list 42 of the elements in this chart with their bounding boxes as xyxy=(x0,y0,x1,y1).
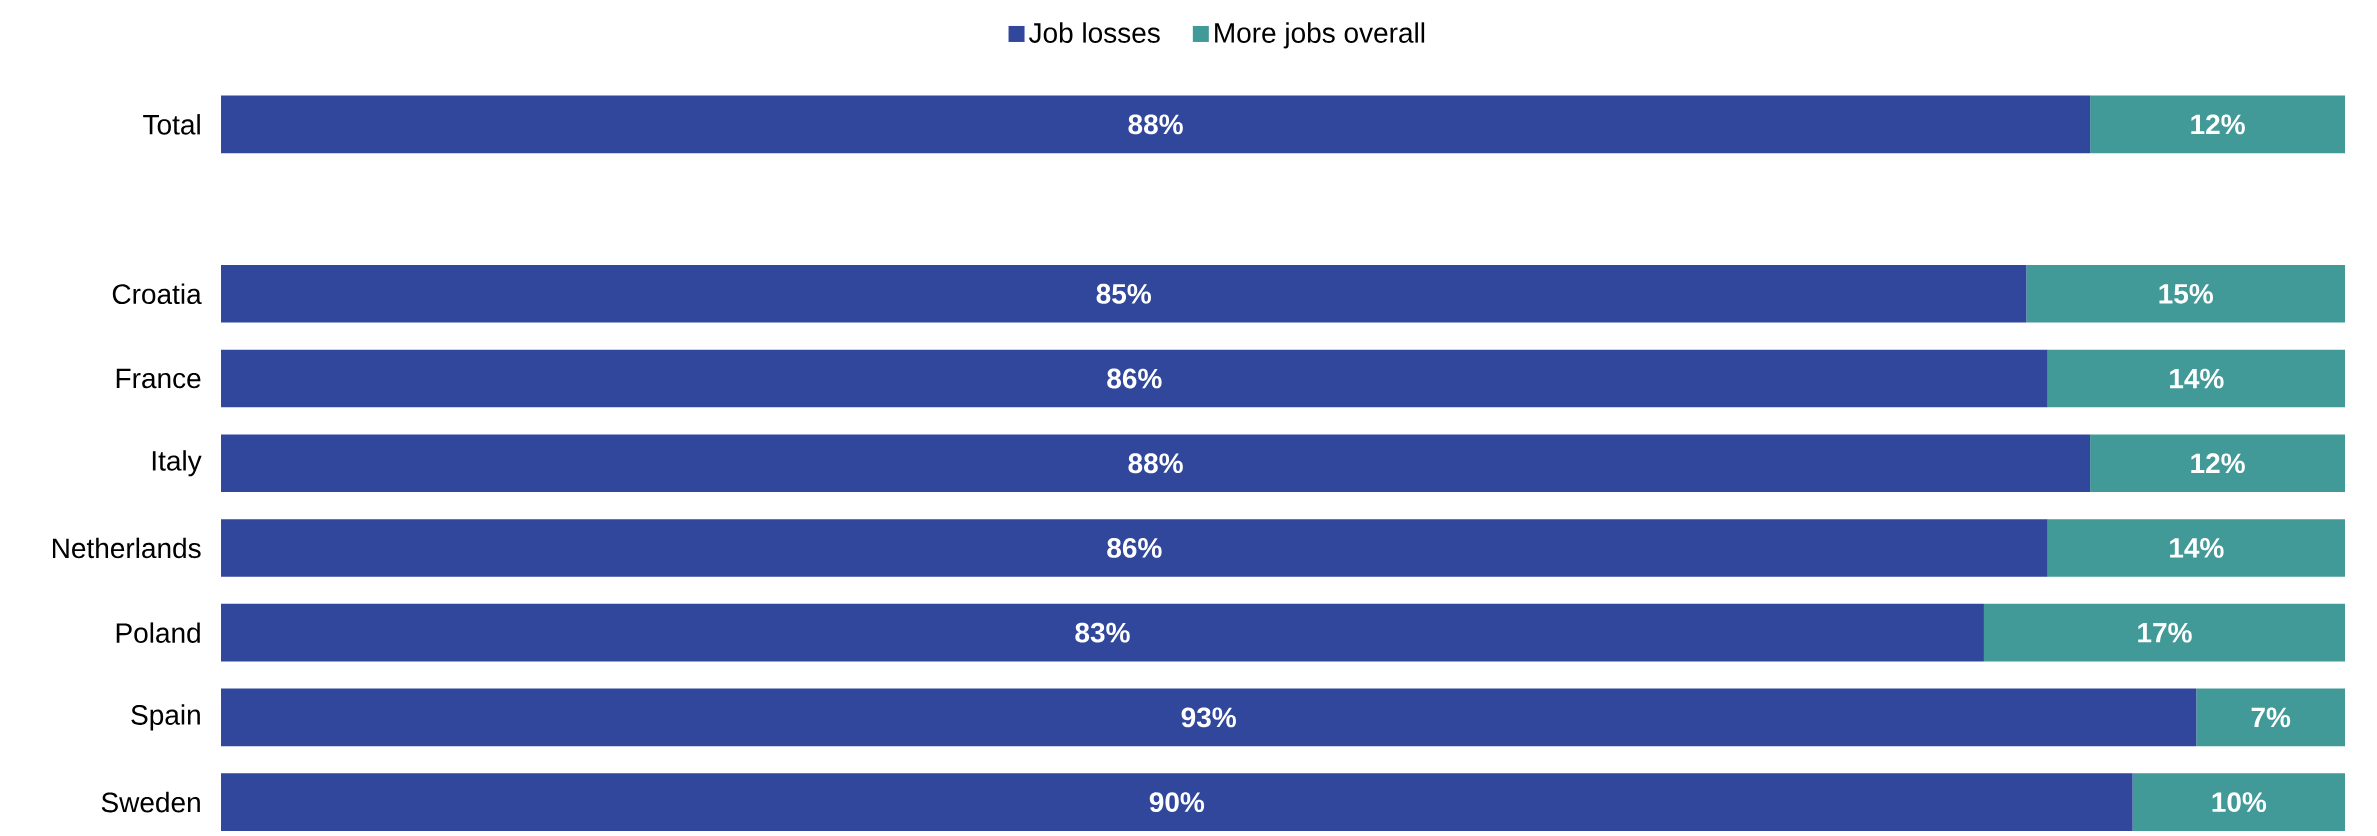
data-label: 12% xyxy=(2191,114,2245,135)
bar xyxy=(221,519,2048,577)
bar xyxy=(2047,349,2346,408)
data-label: 17% xyxy=(2138,622,2192,643)
bar xyxy=(221,95,2091,154)
data-label: 93% xyxy=(1181,707,1236,728)
bar xyxy=(221,349,2048,408)
bar xyxy=(221,434,2091,493)
data-label: 86% xyxy=(1107,538,1162,558)
data-label: 10% xyxy=(2212,792,2267,813)
data-label: 86% xyxy=(1107,368,1162,389)
data-label: 85% xyxy=(1096,283,1151,304)
data-label: 7% xyxy=(2251,707,2291,728)
y-tick-label: Total xyxy=(143,114,200,135)
y-tick-label: Poland xyxy=(116,622,200,643)
legend-label: More jobs overall xyxy=(1215,22,1425,49)
y-tick-label: Italy xyxy=(152,450,202,477)
data-label: 14% xyxy=(2170,368,2224,389)
y-tick-label: Spain xyxy=(131,704,200,731)
bar xyxy=(221,688,2197,747)
data-label: 14% xyxy=(2170,538,2224,558)
data-label: 15% xyxy=(2159,283,2213,304)
data-label: 88% xyxy=(1128,114,1183,135)
bar xyxy=(2196,688,2346,747)
bar xyxy=(2047,519,2346,577)
bar xyxy=(2090,95,2346,154)
bar xyxy=(1983,603,2346,662)
y-tick-label: Netherlands xyxy=(52,537,201,559)
bar xyxy=(2026,265,2346,323)
bar xyxy=(221,603,1984,662)
data-label: 12% xyxy=(2191,453,2245,474)
y-tick-label: France xyxy=(116,368,201,389)
y-tick-label: Sweden xyxy=(101,791,200,813)
data-label: 88% xyxy=(1128,453,1183,474)
y-tick-label: Croatia xyxy=(112,283,202,305)
bar xyxy=(221,265,2027,323)
legend-label: Job losses xyxy=(1028,22,1160,43)
data-label: 83% xyxy=(1075,622,1130,643)
bar xyxy=(221,773,2133,831)
bar xyxy=(2090,434,2346,493)
data-label: 90% xyxy=(1149,792,1205,813)
bar xyxy=(2132,773,2346,831)
